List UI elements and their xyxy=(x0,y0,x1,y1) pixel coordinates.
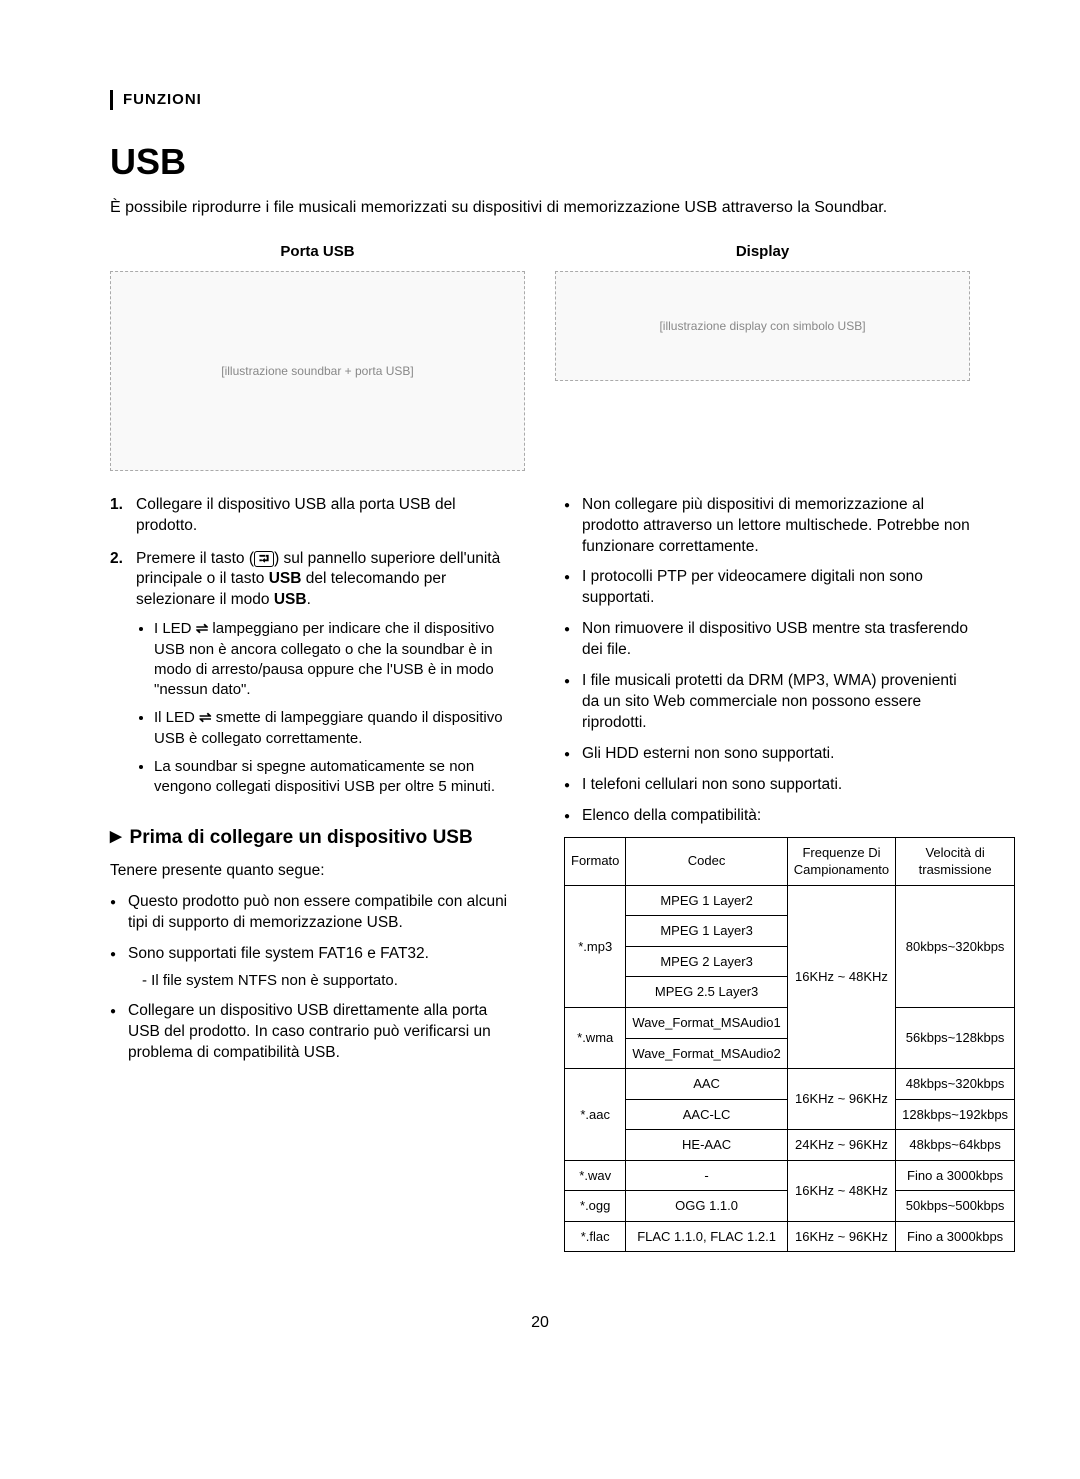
image-col-right: Display [illustrazione display con simbo… xyxy=(555,242,970,470)
bullet-text: Questo prodotto può non essere compatibi… xyxy=(128,893,507,931)
cell-codec: MPEG 1 Layer2 xyxy=(626,885,787,916)
cell-format: *.aac xyxy=(565,1069,626,1161)
cell-rate: Fino a 3000kbps xyxy=(896,1160,1015,1191)
cell-rate: Fino a 3000kbps xyxy=(896,1221,1015,1252)
cell-rate: 48kbps~64kbps xyxy=(896,1130,1015,1161)
cell-codec: OGG 1.1.0 xyxy=(626,1191,787,1222)
images-row: Porta USB [illustrazione soundbar + port… xyxy=(110,242,970,470)
lead-text: Tenere presente quanto segue: xyxy=(110,861,516,882)
cell-freq: 16KHz ~ 48KHz xyxy=(787,1160,895,1221)
table-row: *.aacAAC16KHz ~ 96KHz48kbps~320kbps xyxy=(565,1069,1015,1100)
cell-rate: 128kbps~192kbps xyxy=(896,1099,1015,1130)
right-bullet-list: Non collegare più dispositivi di memoriz… xyxy=(564,495,970,827)
table-header-cell: Velocità di trasmissione xyxy=(896,837,1015,885)
right-column: Non collegare più dispositivi di memoriz… xyxy=(564,495,970,1253)
cell-freq: 24KHz ~ 96KHz xyxy=(787,1130,895,1161)
cell-codec: Wave_Format_MSAudio2 xyxy=(626,1038,787,1069)
bullet-text: Collegare un dispositivo USB direttament… xyxy=(128,1002,491,1061)
step-sub-item: La soundbar si spegne automaticamente se… xyxy=(154,757,516,798)
cell-rate: 48kbps~320kbps xyxy=(896,1069,1015,1100)
cell-codec: MPEG 1 Layer3 xyxy=(626,916,787,947)
cell-codec: - xyxy=(626,1160,787,1191)
bullet-item: Collegare un dispositivo USB direttament… xyxy=(110,1001,516,1064)
bullet-item: Elenco della compatibilità: xyxy=(564,806,970,827)
cell-rate: 56kbps~128kbps xyxy=(896,1007,1015,1068)
cell-codec: HE-AAC xyxy=(626,1130,787,1161)
cell-format: *.mp3 xyxy=(565,885,626,1007)
step-sub-item: I LED ⇌ lampeggiano per indicare che il … xyxy=(154,619,516,700)
bullet-item: Non rimuovere il dispositivo USB mentre … xyxy=(564,619,970,661)
cell-codec: Wave_Format_MSAudio1 xyxy=(626,1007,787,1038)
cell-freq: 16KHz ~ 48KHz xyxy=(787,885,895,1068)
step-sub-item: Il LED ⇌ smette di lampeggiare quando il… xyxy=(154,708,516,749)
table-row: *.mp3MPEG 1 Layer216KHz ~ 48KHz80kbps~32… xyxy=(565,885,1015,916)
cell-freq: 16KHz ~ 96KHz xyxy=(787,1069,895,1130)
bullet-item: Gli HDD esterni non sono supportati. xyxy=(564,744,970,765)
cell-codec: AAC xyxy=(626,1069,787,1100)
page-title: USB xyxy=(110,138,970,187)
cell-rate: 80kbps~320kbps xyxy=(896,885,1015,1007)
table-row: *.flacFLAC 1.1.0, FLAC 1.2.116KHz ~ 96KH… xyxy=(565,1221,1015,1252)
cell-rate: 50kbps~500kbps xyxy=(896,1191,1015,1222)
cell-format: *.wma xyxy=(565,1007,626,1068)
step-text: Collegare il dispositivo USB alla porta … xyxy=(136,496,456,534)
compatibility-table: FormatoCodecFrequenze Di CampionamentoVe… xyxy=(564,837,1015,1253)
steps-list: 1. Collegare il dispositivo USB alla port… xyxy=(110,495,516,798)
subheading-text: Prima di collegare un dispositivo USB xyxy=(130,825,473,851)
step-text: Premere il tasto (⮒) sul pannello superi… xyxy=(136,550,500,609)
bullet-item: I file musicali protetti da DRM (MP3, WM… xyxy=(564,671,970,734)
bullet-item: Questo prodotto può non essere compatibi… xyxy=(110,892,516,934)
triangle-icon: ▶ xyxy=(110,825,122,849)
caption-porta-usb: Porta USB xyxy=(110,242,525,262)
cell-codec: AAC-LC xyxy=(626,1099,787,1130)
table-header-cell: Frequenze Di Campionamento xyxy=(787,837,895,885)
bullet-item: I telefoni cellulari non sono supportati… xyxy=(564,775,970,796)
table-header-cell: Codec xyxy=(626,837,787,885)
intro-text: È possibile riprodurre i file musicali m… xyxy=(110,197,970,219)
table-row: *.wav-16KHz ~ 48KHzFino a 3000kbps xyxy=(565,1160,1015,1191)
two-columns: 1. Collegare il dispositivo USB alla port… xyxy=(110,495,970,1253)
left-bullet-list: Questo prodotto può non essere compatibi… xyxy=(110,892,516,1064)
image-col-left: Porta USB [illustrazione soundbar + port… xyxy=(110,242,525,470)
cell-format: *.ogg xyxy=(565,1191,626,1222)
bullet-item: Non collegare più dispositivi di memoriz… xyxy=(564,495,970,558)
cell-format: *.wav xyxy=(565,1160,626,1191)
subheading: ▶ Prima di collegare un dispositivo USB xyxy=(110,825,516,851)
cell-freq: 16KHz ~ 96KHz xyxy=(787,1221,895,1252)
cell-format: *.flac xyxy=(565,1221,626,1252)
table-header-cell: Formato xyxy=(565,837,626,885)
step-number: 2. xyxy=(110,549,123,570)
cell-codec: MPEG 2 Layer3 xyxy=(626,946,787,977)
illustration-display: [illustrazione display con simbolo USB] xyxy=(555,271,970,381)
left-column: 1. Collegare il dispositivo USB alla port… xyxy=(110,495,516,1253)
cell-codec: MPEG 2.5 Layer3 xyxy=(626,977,787,1008)
bullet-item: Sono supportati file system FAT16 e FAT3… xyxy=(110,944,516,991)
step-item: 1. Collegare il dispositivo USB alla port… xyxy=(110,495,516,537)
bullet-subnote: - Il file system NTFS non è supportato. xyxy=(128,971,516,991)
page-number: 20 xyxy=(110,1312,970,1334)
cell-codec: FLAC 1.1.0, FLAC 1.2.1 xyxy=(626,1221,787,1252)
table-row: HE-AAC24KHz ~ 96KHz48kbps~64kbps xyxy=(565,1130,1015,1161)
section-label: FUNZIONI xyxy=(110,90,970,110)
illustration-porta-usb: [illustrazione soundbar + porta USB] xyxy=(110,271,525,471)
caption-display: Display xyxy=(555,242,970,262)
step-number: 1. xyxy=(110,495,123,516)
bullet-item: I protocolli PTP per videocamere digital… xyxy=(564,567,970,609)
step-sub-list: I LED ⇌ lampeggiano per indicare che il … xyxy=(136,619,516,797)
step-item: 2. Premere il tasto (⮒) sul pannello supe… xyxy=(110,549,516,798)
bullet-text: Sono supportati file system FAT16 e FAT3… xyxy=(128,945,429,962)
